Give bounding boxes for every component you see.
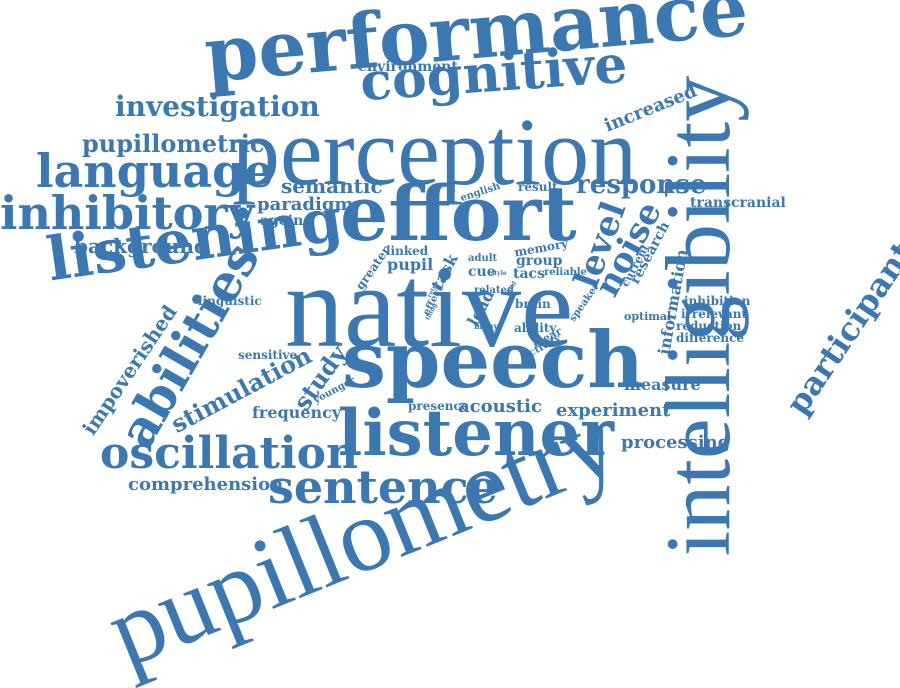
word-cue: cue [468, 264, 496, 280]
word-irrelevant: irrelevant [681, 307, 748, 321]
word-related: related [474, 285, 514, 296]
word-listener: listener [338, 396, 614, 471]
word-native: native [285, 241, 574, 372]
word-measure: measure [624, 375, 701, 394]
word-style: style [491, 270, 507, 277]
word-response: response [576, 170, 707, 200]
word-brain: brain [515, 297, 551, 311]
word-background: background [74, 234, 208, 258]
word-reduction: reduction [676, 319, 742, 333]
word-reliable: reliable [544, 267, 587, 278]
word-perception: perception [232, 98, 638, 205]
word-result: result [518, 180, 558, 194]
word-processing: processing [621, 432, 731, 453]
word-paradigm: paradigm [257, 194, 354, 215]
word-acoustic: acoustic [458, 396, 542, 417]
word-linked: linked [386, 244, 429, 258]
word-oscillation: oscillation [100, 428, 358, 479]
word-sensitive: sensitive [238, 348, 298, 362]
word-experiment: experiment [556, 400, 671, 421]
word-transcranial: transcranial [690, 195, 786, 211]
word-many: many [474, 321, 499, 331]
word-speech: speech [342, 315, 644, 406]
word-frequency: frequency [252, 403, 342, 422]
word-tacs: tacs [513, 266, 545, 282]
word-sentence: sentence [268, 460, 498, 514]
word-environment: environment [358, 59, 458, 75]
word-investigation: investigation [115, 90, 320, 123]
word-group: group [516, 253, 563, 269]
word-presence: presence [408, 399, 469, 413]
word-ageing: ageing [260, 213, 314, 229]
word-inhibition: inhibition [684, 294, 751, 308]
word-inhibitory: inhibitory [0, 186, 255, 240]
word-difference: difference [676, 331, 745, 345]
word-pupillometric: pupillometric [82, 129, 265, 158]
word-ability: ability [514, 321, 557, 335]
word-participant: participant [778, 234, 900, 422]
word-effort: effort [340, 169, 577, 258]
word-linguistic: linguistic [198, 294, 262, 308]
word-adult: adult [468, 253, 498, 264]
word-semantic: semantic [281, 174, 383, 198]
word-comprehension: comprehension [128, 474, 284, 495]
word-pupil: pupil [387, 255, 434, 274]
word-language: language [36, 144, 274, 198]
word-optimal: optimal [624, 310, 672, 323]
